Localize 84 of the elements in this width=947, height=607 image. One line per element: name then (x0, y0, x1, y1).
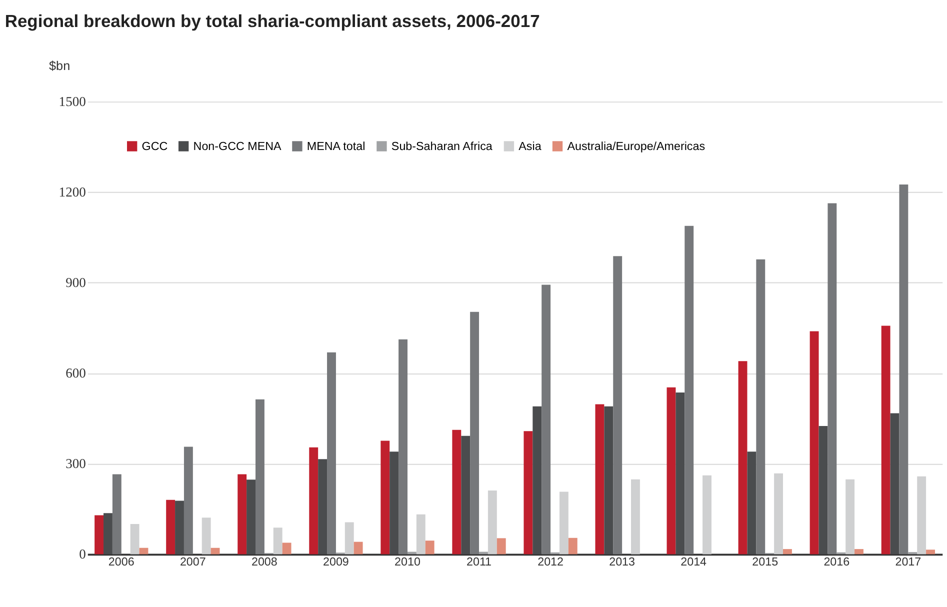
bar (559, 492, 568, 554)
bar (738, 361, 748, 554)
bar (613, 256, 622, 554)
bar (818, 426, 828, 554)
bar (631, 479, 640, 554)
bar (810, 331, 819, 554)
legend-label: Sub-Saharan Africa (391, 140, 493, 154)
bar (595, 404, 604, 554)
bar (702, 475, 712, 554)
bar (256, 399, 264, 554)
x-tick-label: 2011 (466, 555, 492, 568)
x-tick-label: 2008 (251, 555, 278, 568)
x-tick-label: 2016 (824, 555, 850, 568)
bar (398, 339, 408, 554)
bar (452, 430, 462, 554)
bar (238, 474, 247, 554)
bar (184, 446, 193, 554)
bar (756, 259, 766, 554)
y-axis-title: $bn (49, 59, 70, 74)
bar (425, 540, 434, 554)
y-tick-label: 300 (66, 456, 86, 472)
bar (854, 549, 864, 554)
legend-label: MENA total (306, 140, 366, 154)
bar (542, 284, 551, 554)
x-tick-label: 2013 (609, 555, 636, 568)
bar (282, 542, 292, 554)
bar (676, 392, 685, 554)
x-tick-label: 2012 (538, 555, 564, 568)
x-tick-label: 2009 (323, 555, 349, 568)
bar (747, 452, 756, 554)
bar (684, 226, 694, 554)
bar (917, 476, 926, 554)
bar (881, 326, 890, 554)
bar (380, 440, 390, 554)
bar (783, 549, 792, 554)
y-tick-label: 600 (66, 366, 86, 381)
bar (461, 436, 470, 554)
bar (210, 548, 220, 554)
x-tick-label: 2007 (180, 555, 206, 568)
bar (112, 474, 122, 554)
x-tick-label: 2015 (752, 555, 778, 568)
y-tick-label: 0 (79, 546, 86, 562)
bar (524, 431, 533, 554)
bar (488, 490, 497, 554)
bar (846, 479, 855, 554)
bar (828, 203, 837, 554)
x-tick-label: 2010 (394, 555, 421, 568)
legend-label: Asia (518, 140, 542, 154)
bar (390, 452, 399, 554)
bar (130, 524, 140, 554)
y-tick-label: 900 (66, 274, 86, 290)
bar (666, 387, 676, 554)
bar (890, 413, 900, 554)
bar (246, 480, 256, 554)
bar (175, 500, 184, 554)
legend-label: GCC (142, 140, 168, 154)
bar (926, 550, 935, 554)
bar (344, 522, 354, 554)
bar (104, 513, 112, 554)
bar (318, 459, 328, 554)
bar (774, 473, 783, 554)
bar (139, 548, 148, 554)
bar (273, 528, 282, 554)
x-tick-label: 2017 (895, 555, 922, 568)
x-tick-label: 2014 (680, 555, 708, 568)
bar (202, 518, 211, 554)
bar (470, 312, 480, 554)
bar (309, 447, 318, 554)
bar (354, 542, 363, 554)
y-tick-label: 1500 (58, 94, 86, 109)
bar (416, 514, 426, 554)
bar (166, 500, 176, 554)
bar (604, 406, 614, 554)
chart-title: Regional breakdown by total sharia-compliant assets, 2006-2017 (4, 10, 540, 31)
bar (496, 538, 506, 554)
legend-label: Non-GCC MENA (193, 140, 282, 154)
legend-label: Australia/Europe/Americas (567, 140, 706, 154)
y-tick-label: 1200 (58, 184, 86, 200)
bar (568, 538, 578, 554)
x-tick-label: 2006 (108, 555, 134, 568)
bar (327, 352, 336, 554)
bar (532, 406, 542, 554)
bar (94, 515, 104, 554)
bar (899, 184, 908, 554)
